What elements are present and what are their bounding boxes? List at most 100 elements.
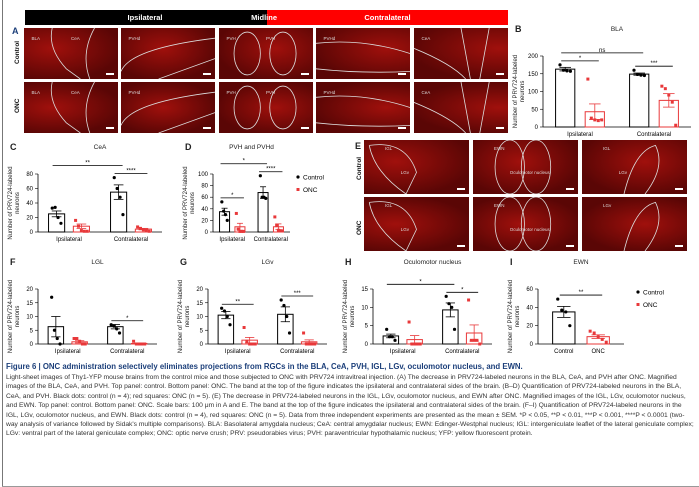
chart-G: G LGv Number of PRV724-labeledneurons 0 5 10 1… — [178, 257, 327, 355]
onc-point — [586, 77, 590, 81]
y-axis-label: Number of PRV724-labeledneurons — [8, 280, 21, 353]
onc-point — [242, 326, 246, 329]
legend-onc-label: ONC — [303, 187, 318, 194]
onc-point — [238, 229, 242, 233]
region-label: EWN — [494, 146, 505, 152]
region-label: CeA — [71, 35, 80, 41]
chart-title: Oculomotor nucleus — [404, 259, 463, 266]
onc-point — [85, 229, 89, 233]
onc-point — [472, 338, 476, 342]
onc-point — [660, 84, 664, 88]
region-outline — [414, 82, 508, 133]
y-tick-label: 5 — [365, 324, 369, 330]
chart-H: H Oculomotor nucleus Number of PRV724-labe… — [343, 257, 492, 355]
onc-point — [302, 331, 306, 335]
y-axis-label: Number of PRV724-labeledneurons — [508, 280, 521, 353]
control-point — [50, 295, 54, 299]
region-label: EWN — [494, 203, 505, 209]
y-axis-label-line: neurons — [185, 306, 191, 328]
x-category-label: Ipsilateral — [55, 349, 81, 355]
chart-I: I EWN Number of PRV724-labeledneurons 0 20 40… — [508, 257, 665, 355]
x-category-label: Ipsilateral — [567, 132, 593, 138]
onc-point — [592, 331, 596, 335]
control-point — [282, 303, 286, 308]
legend-control-icon — [296, 175, 300, 179]
chart-title: BLA — [611, 26, 624, 33]
significance-label: ** — [579, 290, 584, 296]
y-axis-label-line: neurons — [15, 192, 21, 214]
band-contralateral-label: Contralateral — [364, 13, 411, 22]
onc-point — [596, 119, 600, 123]
scale-bar — [398, 73, 406, 75]
chart-F: F LGL Number of PRV724-labeledneurons 0 5 10 1… — [8, 257, 157, 355]
onc-point — [79, 229, 83, 233]
panel-e-image: EWN Oculomotor nucleus — [473, 197, 578, 251]
onc-point — [663, 87, 667, 91]
control-point — [279, 298, 283, 302]
onc-point — [307, 342, 311, 346]
band-midline-label: Midline — [251, 13, 277, 22]
onc-point — [604, 340, 608, 344]
y-axis-label: Number of PRV724-labeledneurons — [178, 280, 191, 353]
y-tick-label: 0 — [200, 342, 204, 348]
onc-point — [82, 229, 86, 233]
onc-point — [589, 116, 593, 120]
bar-control — [555, 68, 576, 128]
region-outline — [364, 140, 469, 194]
y-tick-label: 20 — [26, 287, 33, 293]
onc-point — [74, 218, 78, 222]
chart-title: EWN — [573, 259, 588, 266]
control-point — [223, 213, 228, 217]
onc-point — [134, 342, 138, 346]
y-tick-label: 50 — [531, 107, 538, 113]
y-axis-label-line: neurons — [15, 306, 21, 328]
y-axis-label-line: Number of PRV724-labeled — [183, 166, 189, 239]
onc-point — [253, 342, 257, 346]
control-point — [452, 327, 457, 331]
y-tick-label: 20 — [196, 287, 203, 293]
control-point — [558, 63, 562, 67]
onc-point — [600, 118, 604, 122]
control-point — [109, 323, 113, 327]
region-label: PVHd — [128, 89, 141, 95]
control-point — [220, 306, 224, 310]
y-axis-label: Number of PRV724-labeledneurons — [183, 166, 196, 239]
region-outline — [24, 82, 118, 133]
control-point — [53, 205, 57, 209]
region-outline — [473, 197, 578, 251]
region-outline — [219, 82, 313, 133]
y-tick-label: 200 — [528, 54, 539, 60]
y-tick-label: 100 — [528, 90, 539, 96]
y-axis-label-line: neurons — [515, 306, 521, 328]
y-tick-label: 5 — [200, 328, 204, 334]
onc-point — [313, 342, 317, 346]
control-point — [632, 68, 636, 72]
significance-label: * — [126, 316, 129, 322]
y-tick-label: 60 — [201, 195, 208, 201]
significance-label: * — [419, 279, 422, 285]
y-tick-label: 15 — [26, 301, 33, 307]
onc-point — [478, 342, 482, 346]
y-tick-label: 0 — [30, 342, 34, 348]
region-label: LGv — [400, 226, 410, 232]
panel-e-image: EWN Oculomotor nucleus — [473, 140, 578, 194]
y-tick-label: 0 — [205, 230, 209, 236]
onc-point — [136, 225, 140, 229]
y-tick-label: 10 — [196, 315, 203, 321]
control-point — [52, 328, 57, 332]
region-label: CeA — [421, 35, 431, 41]
control-point — [220, 200, 224, 204]
onc-point — [78, 339, 82, 343]
y-tick-label: 60 — [526, 287, 533, 293]
band-ipsilateral-label: Ipsilateral — [127, 13, 163, 22]
x-category-label: ONC — [592, 349, 606, 355]
scale-bar — [675, 245, 683, 247]
y-tick-label: 0 — [365, 342, 369, 348]
row-label-control-e: Control — [356, 156, 363, 180]
control-point — [58, 342, 62, 346]
panel-e-image: IGL LGv — [364, 140, 469, 194]
control-point — [59, 221, 63, 225]
onc-point — [248, 342, 252, 346]
control-point — [447, 302, 451, 306]
onc-point — [76, 224, 80, 228]
